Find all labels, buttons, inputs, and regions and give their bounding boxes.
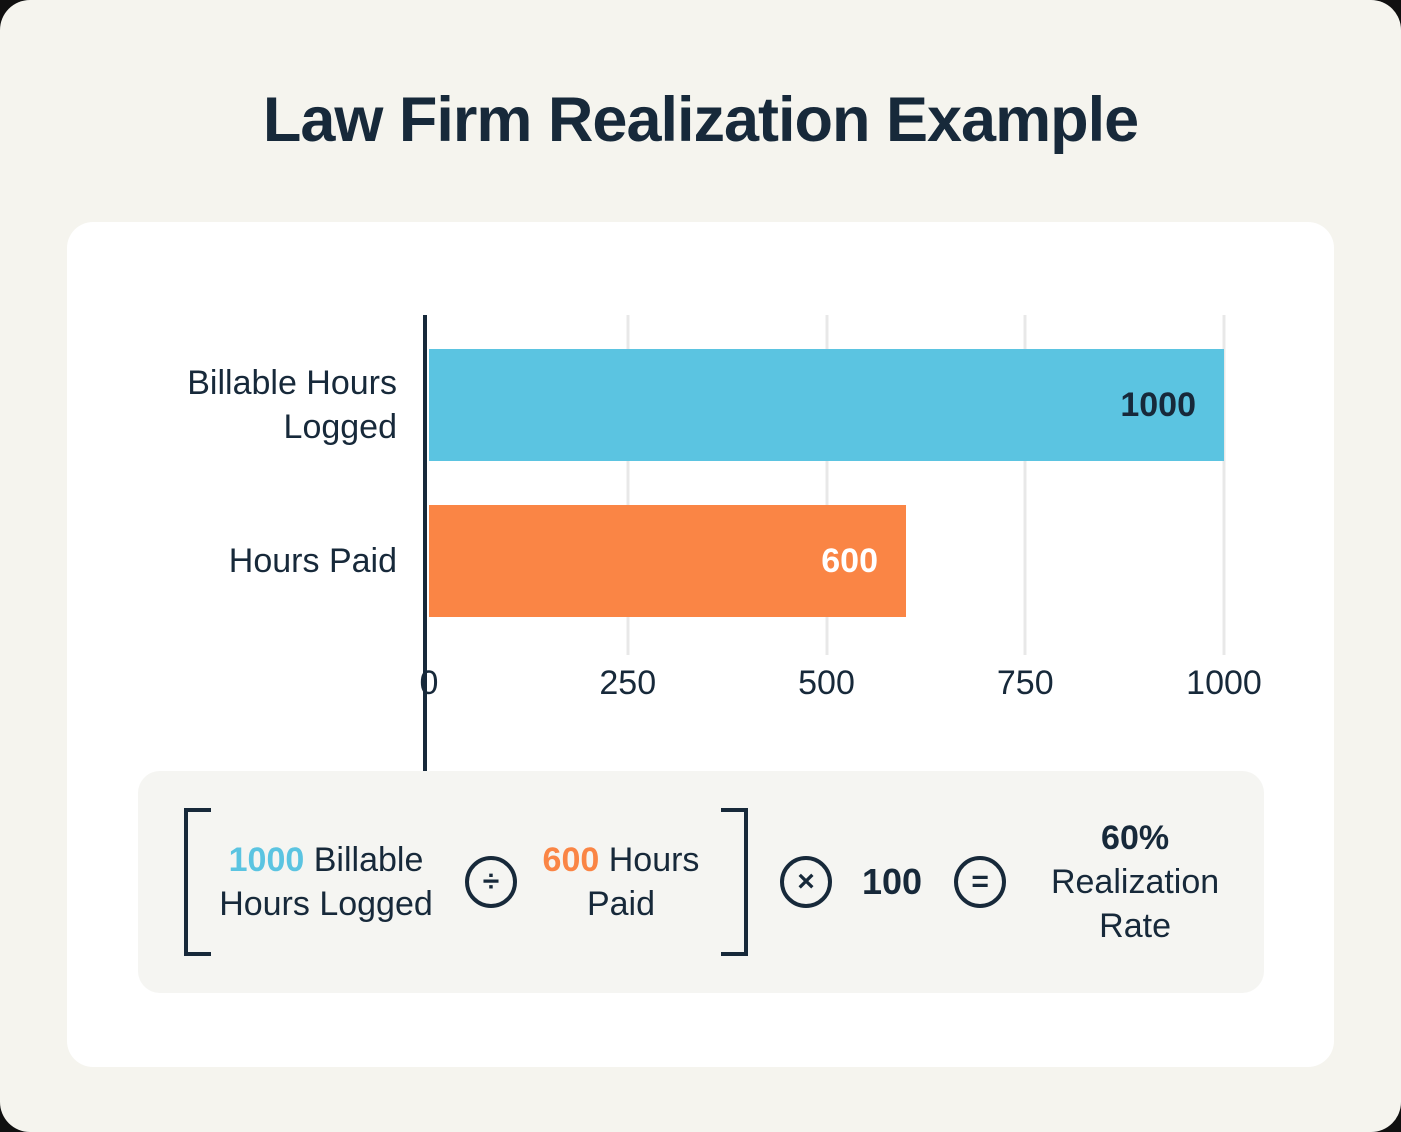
divide-icon: ÷ [465,856,517,908]
gridline-500 [825,315,828,655]
x-tick-label-500: 500 [798,664,855,702]
formula-term-hours-paid: 600 Hours Paid [531,838,711,926]
realization-rate-label: Realization Rate [1050,862,1220,946]
realization-formula: 1000 Billable Hours Logged ÷ 600 Hours P… [138,771,1264,993]
category-label-billable-hours: Billable Hours Logged [187,364,397,447]
y-axis-line [423,315,427,877]
equals-icon: = [954,856,1007,908]
hours-paid-value: 600 [542,840,600,879]
bar-value-label: 600 [821,541,878,580]
x-axis-tick-labels: 0 250 500 750 1000 [420,664,1262,708]
x-tick-label-1000: 1000 [1186,664,1262,702]
bar-value-label: 1000 [1120,385,1196,424]
x-tick-label-750: 750 [996,664,1054,702]
realization-rate-value: 60% [1101,818,1170,857]
billable-hours-text: Billable Hours Logged [219,840,433,923]
gridline-1000 [1222,315,1226,655]
multiplier-value: 100 [862,861,923,902]
billable-hours-value: 1000 [228,840,305,879]
x-tick-label-250: 250 [599,664,657,702]
bar-billable-hours-logged: 1000 [429,349,1224,461]
open-bracket [184,808,211,956]
bar-hours-paid: 600 [429,505,906,617]
category-label-hours-paid: Hours Paid [228,542,397,580]
chart-card: Billable Hours Logged Hours Paid 1000 60… [67,222,1334,1067]
gridline-250 [626,315,630,655]
gridline-750 [1023,315,1027,655]
realization-rate-result: 60% Realization Rate [1028,816,1242,949]
page-title: Law Firm Realization Example [262,85,1139,155]
x-tick-label-0: 0 [419,664,439,702]
formula-term-billable-hours: 1000 Billable Hours Logged [217,838,435,926]
multiply-icon: × [780,856,832,908]
equals-symbol: = [971,865,989,898]
hours-paid-text: Hours Paid [586,840,700,923]
close-bracket [721,808,748,956]
bar-chart-plot: 1000 600 [429,315,1226,655]
divide-symbol: ÷ [482,865,500,898]
multiply-symbol: × [797,865,815,898]
